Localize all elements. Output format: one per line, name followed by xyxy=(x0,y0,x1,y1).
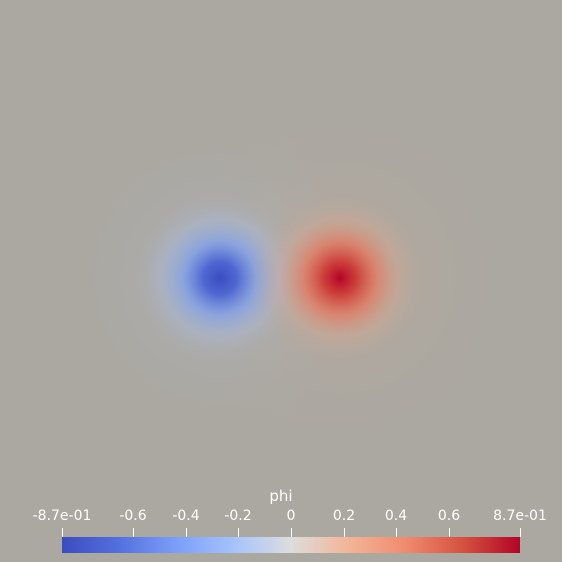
colorbar-tick-label: -0.6 xyxy=(119,508,146,525)
colorbar-tick-mark xyxy=(62,528,63,537)
colorbar[interactable] xyxy=(62,537,520,553)
colorbar-tick-mark xyxy=(449,528,450,537)
colorbar-tick-mark xyxy=(186,528,187,537)
colorbar-tick-label: -8.7e-01 xyxy=(33,508,92,525)
colorbar-tick-label: 8.7e-01 xyxy=(493,508,547,525)
colorbar-tick-label: 0 xyxy=(287,508,296,525)
colorbar-tick-mark xyxy=(291,528,292,537)
colorbar-tick-label: 0.2 xyxy=(333,508,355,525)
colorbar-tick-label: -0.2 xyxy=(224,508,251,525)
colorbar-tick-label: 0.6 xyxy=(438,508,460,525)
colorbar-tick-mark xyxy=(396,528,397,537)
colorbar-tick-label: -0.4 xyxy=(172,508,199,525)
colorbar-title: phi xyxy=(0,487,562,505)
colorbar-tick-mark xyxy=(344,528,345,537)
colorbar-tick-label: 0.4 xyxy=(385,508,407,525)
positive-lobe xyxy=(248,186,432,370)
colorbar-tick-mark xyxy=(520,528,521,537)
colorbar-tick-mark xyxy=(133,528,134,537)
colorbar-tick-mark xyxy=(238,528,239,537)
